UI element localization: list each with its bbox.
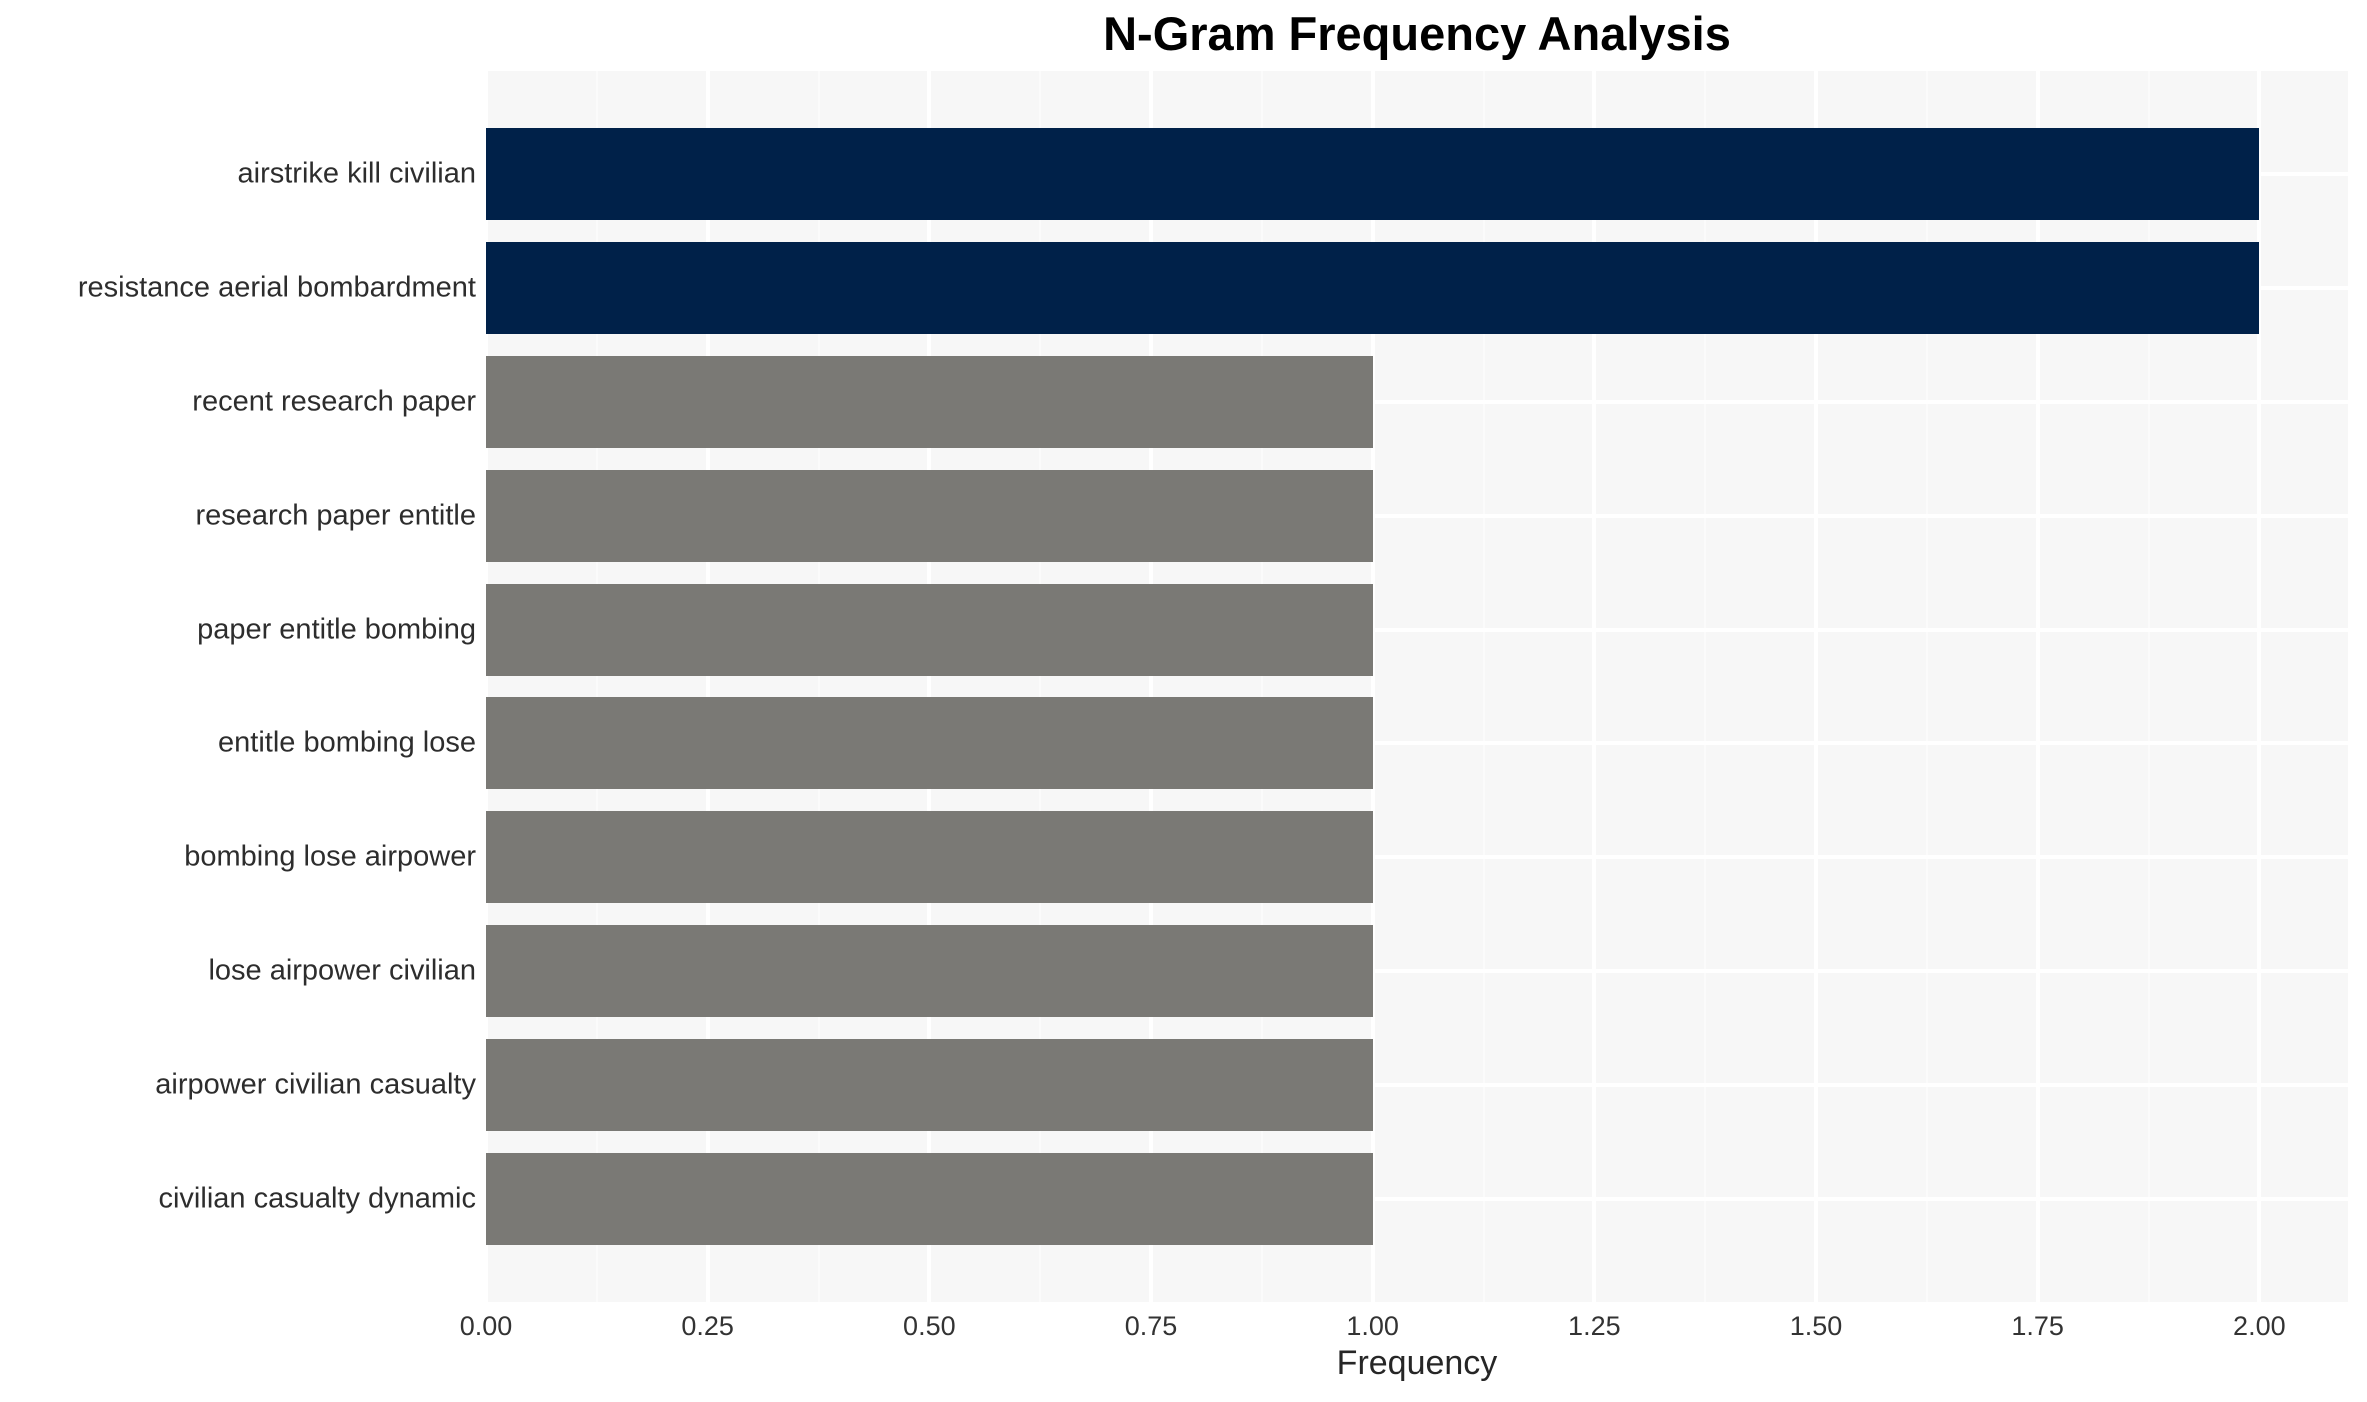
bar [486, 1153, 1373, 1245]
category-gridline [486, 1197, 2348, 1202]
major-gridline [2035, 71, 2040, 1302]
category-gridline [486, 627, 2348, 632]
major-gridline [1814, 71, 1818, 1302]
major-gridline [1370, 71, 1375, 1302]
x-axis-title: Frequency [1336, 1344, 1498, 1382]
x-tick-label: 1.50 [1789, 1311, 1843, 1341]
bar [486, 697, 1373, 789]
bar [486, 584, 1373, 676]
minor-gridline [1039, 71, 1042, 1302]
minor-gridline [1260, 71, 1263, 1302]
bar [486, 811, 1373, 903]
y-axis-label: research paper entitle [195, 499, 477, 532]
bar [486, 356, 1373, 448]
category-gridline [486, 741, 2348, 746]
x-tick-label: 0.50 [903, 1311, 956, 1341]
x-tick-label: 1.75 [2011, 1311, 2064, 1341]
x-tick-label: 0.00 [459, 1311, 513, 1341]
y-axis-label: airpower civilian casualty [155, 1068, 476, 1101]
x-tick-label: 0.75 [1124, 1311, 1178, 1341]
category-gridline [486, 969, 2348, 974]
y-axis-label: lose airpower civilian [208, 954, 476, 987]
category-gridline [486, 855, 2348, 860]
bar [486, 1039, 1373, 1131]
minor-gridline [2147, 71, 2150, 1302]
category-gridline [486, 513, 2348, 518]
y-axis-label: paper entitle bombing [197, 613, 476, 645]
category-gridline [486, 1083, 2348, 1088]
x-tick-label: 1.25 [1568, 1311, 1621, 1341]
y-axis-label: civilian casualty dynamic [158, 1182, 476, 1215]
minor-gridline [1925, 71, 1928, 1302]
minor-gridline [1482, 71, 1485, 1302]
chart-title: N-Gram Frequency Analysis [1103, 7, 1731, 60]
bar [486, 128, 2259, 220]
y-axis-label: entitle bombing lose [218, 726, 476, 759]
minor-gridline [817, 71, 820, 1302]
x-tick-label: 1.00 [1346, 1311, 1399, 1341]
bar [486, 242, 2259, 334]
x-tick-label: 2.00 [2233, 1311, 2286, 1341]
major-gridline [484, 71, 488, 1302]
y-axis-label: recent research paper [192, 385, 476, 418]
y-axis-label: resistance aerial bombardment [77, 271, 476, 304]
bar [486, 925, 1373, 1017]
y-axis-label: airstrike kill civilian [237, 157, 477, 190]
bar [486, 470, 1373, 562]
major-gridline [1149, 71, 1153, 1302]
major-gridline [705, 71, 710, 1302]
major-gridline [2257, 71, 2262, 1302]
x-tick-label: 0.25 [681, 1311, 734, 1341]
major-gridline [927, 71, 932, 1302]
plot-area [484, 71, 2348, 1302]
y-axis-label: bombing lose airpower [184, 840, 476, 873]
major-gridline [1592, 71, 1597, 1302]
category-gridline [486, 399, 2348, 404]
minor-gridline [1704, 71, 1707, 1302]
minor-gridline [595, 71, 598, 1302]
